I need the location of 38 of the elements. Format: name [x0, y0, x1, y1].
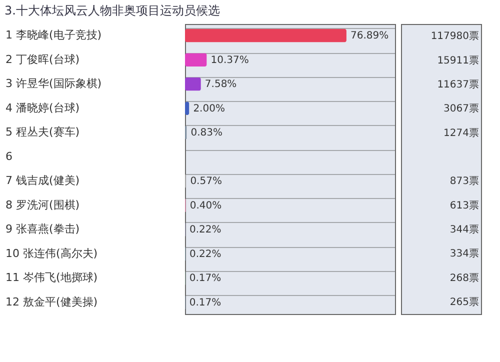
y-tick-label: 6 — [6, 150, 12, 163]
y-tick-label: 2 丁俊晖(台球) — [6, 52, 80, 66]
y-tick-label: 12 敖金平(健美操) — [6, 295, 98, 308]
data-label: 0.57% — [190, 176, 222, 188]
text: 117980票 — [430, 31, 479, 42]
y-tick-label: 5 程丛夫(赛车) — [6, 126, 80, 139]
y-tick-label: 10 张连伟(高尔夫) — [6, 246, 98, 260]
text: 1274票 — [444, 128, 479, 139]
data-label: 7.58% — [204, 79, 237, 90]
y-tick-label: 1 李晓峰(电子竞技) — [6, 28, 102, 42]
text: 613票 — [450, 200, 479, 212]
y-tick-label: 4 潘晓婷(台球) — [6, 101, 80, 114]
y-tick-label: 11 岑伟飞(地掷球) — [6, 271, 98, 284]
chart-title: 3.十大体坛风云人物非奥项目运动员候选 — [4, 4, 220, 18]
data-label: 0.22% — [189, 248, 222, 260]
text: 15911票 — [437, 55, 479, 66]
data-label: 0.17% — [189, 273, 222, 284]
bar — [185, 77, 201, 91]
data-label: 0.17% — [189, 297, 222, 308]
y-tick-label: 7 钱吉成(健美) — [6, 174, 80, 188]
y-tick-label: 8 罗洗河(围棋) — [6, 198, 80, 212]
y-tick-label: 3 许昱华(国际象棋) — [6, 77, 102, 90]
text: 265票 — [450, 296, 479, 308]
data-label: 0.22% — [189, 224, 222, 236]
text: 334票 — [450, 248, 479, 260]
text: 873票 — [450, 176, 479, 188]
text: 268票 — [450, 272, 479, 284]
data-label: 0.40% — [190, 200, 222, 212]
text: 11637票 — [437, 79, 479, 90]
data-label: 2.00% — [193, 103, 225, 114]
bar — [185, 53, 207, 66]
y-tick-label: 9 张喜燕(拳击) — [6, 222, 80, 236]
text: 3067票 — [444, 104, 479, 115]
bar — [185, 28, 346, 42]
data-label: 0.83% — [190, 128, 223, 139]
data-label: 76.89% — [350, 30, 389, 42]
data-label: 10.37% — [210, 54, 249, 66]
text: 344票 — [450, 224, 479, 236]
